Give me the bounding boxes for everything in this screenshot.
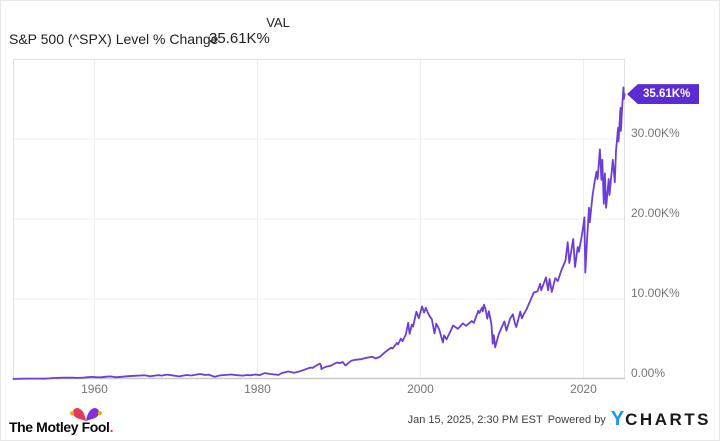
chart-title: S&P 500 (^SPX) Level % Change — [9, 31, 219, 47]
chart-plot[interactable] — [1, 1, 720, 401]
current-value: 35.61K% — [209, 30, 270, 47]
ycharts-y-mark: Y — [610, 408, 625, 430]
y-axis-label: 20.00K% — [631, 206, 680, 220]
ycharts-logo[interactable]: Y CHARTS — [611, 408, 711, 431]
y-axis-label: 0.00% — [631, 366, 666, 380]
spx-series-line — [12, 86, 626, 380]
powered-by-label: Powered by — [547, 413, 606, 426]
footer: The Motley Fool. Jan 15, 2025, 2:30 PM E… — [1, 394, 719, 440]
timestamp: Jan 15, 2025, 2:30 PM EST — [407, 413, 543, 426]
motley-fool-period: . — [109, 419, 114, 435]
x-axis-label: 2020 — [570, 382, 597, 396]
motley-fool-text: The Motley Fool — [9, 419, 110, 435]
x-axis-label: 2000 — [407, 382, 434, 396]
y-axis-label: 30.00K% — [631, 126, 680, 140]
x-axis-label: 1980 — [244, 382, 271, 396]
chart-area[interactable]: 35.61K% 30.00K% 20.00K% 10.00K% 0.00% 1960 19… — [1, 1, 720, 401]
x-axis-label: 1960 — [81, 382, 108, 396]
attribution: Jan 15, 2025, 2:30 PM EST Powered by Y C… — [408, 408, 711, 431]
motley-fool-wordmark: The Motley Fool. — [9, 419, 113, 435]
jester-hat-icon — [70, 408, 102, 421]
motley-fool-logo[interactable]: The Motley Fool. — [9, 399, 129, 435]
last-value-tag: 35.61K% — [627, 84, 700, 105]
val-column-header: VAL — [266, 15, 290, 30]
y-axis-label: 10.00K% — [631, 286, 680, 300]
ycharts-wordmark: CHARTS — [625, 410, 711, 429]
